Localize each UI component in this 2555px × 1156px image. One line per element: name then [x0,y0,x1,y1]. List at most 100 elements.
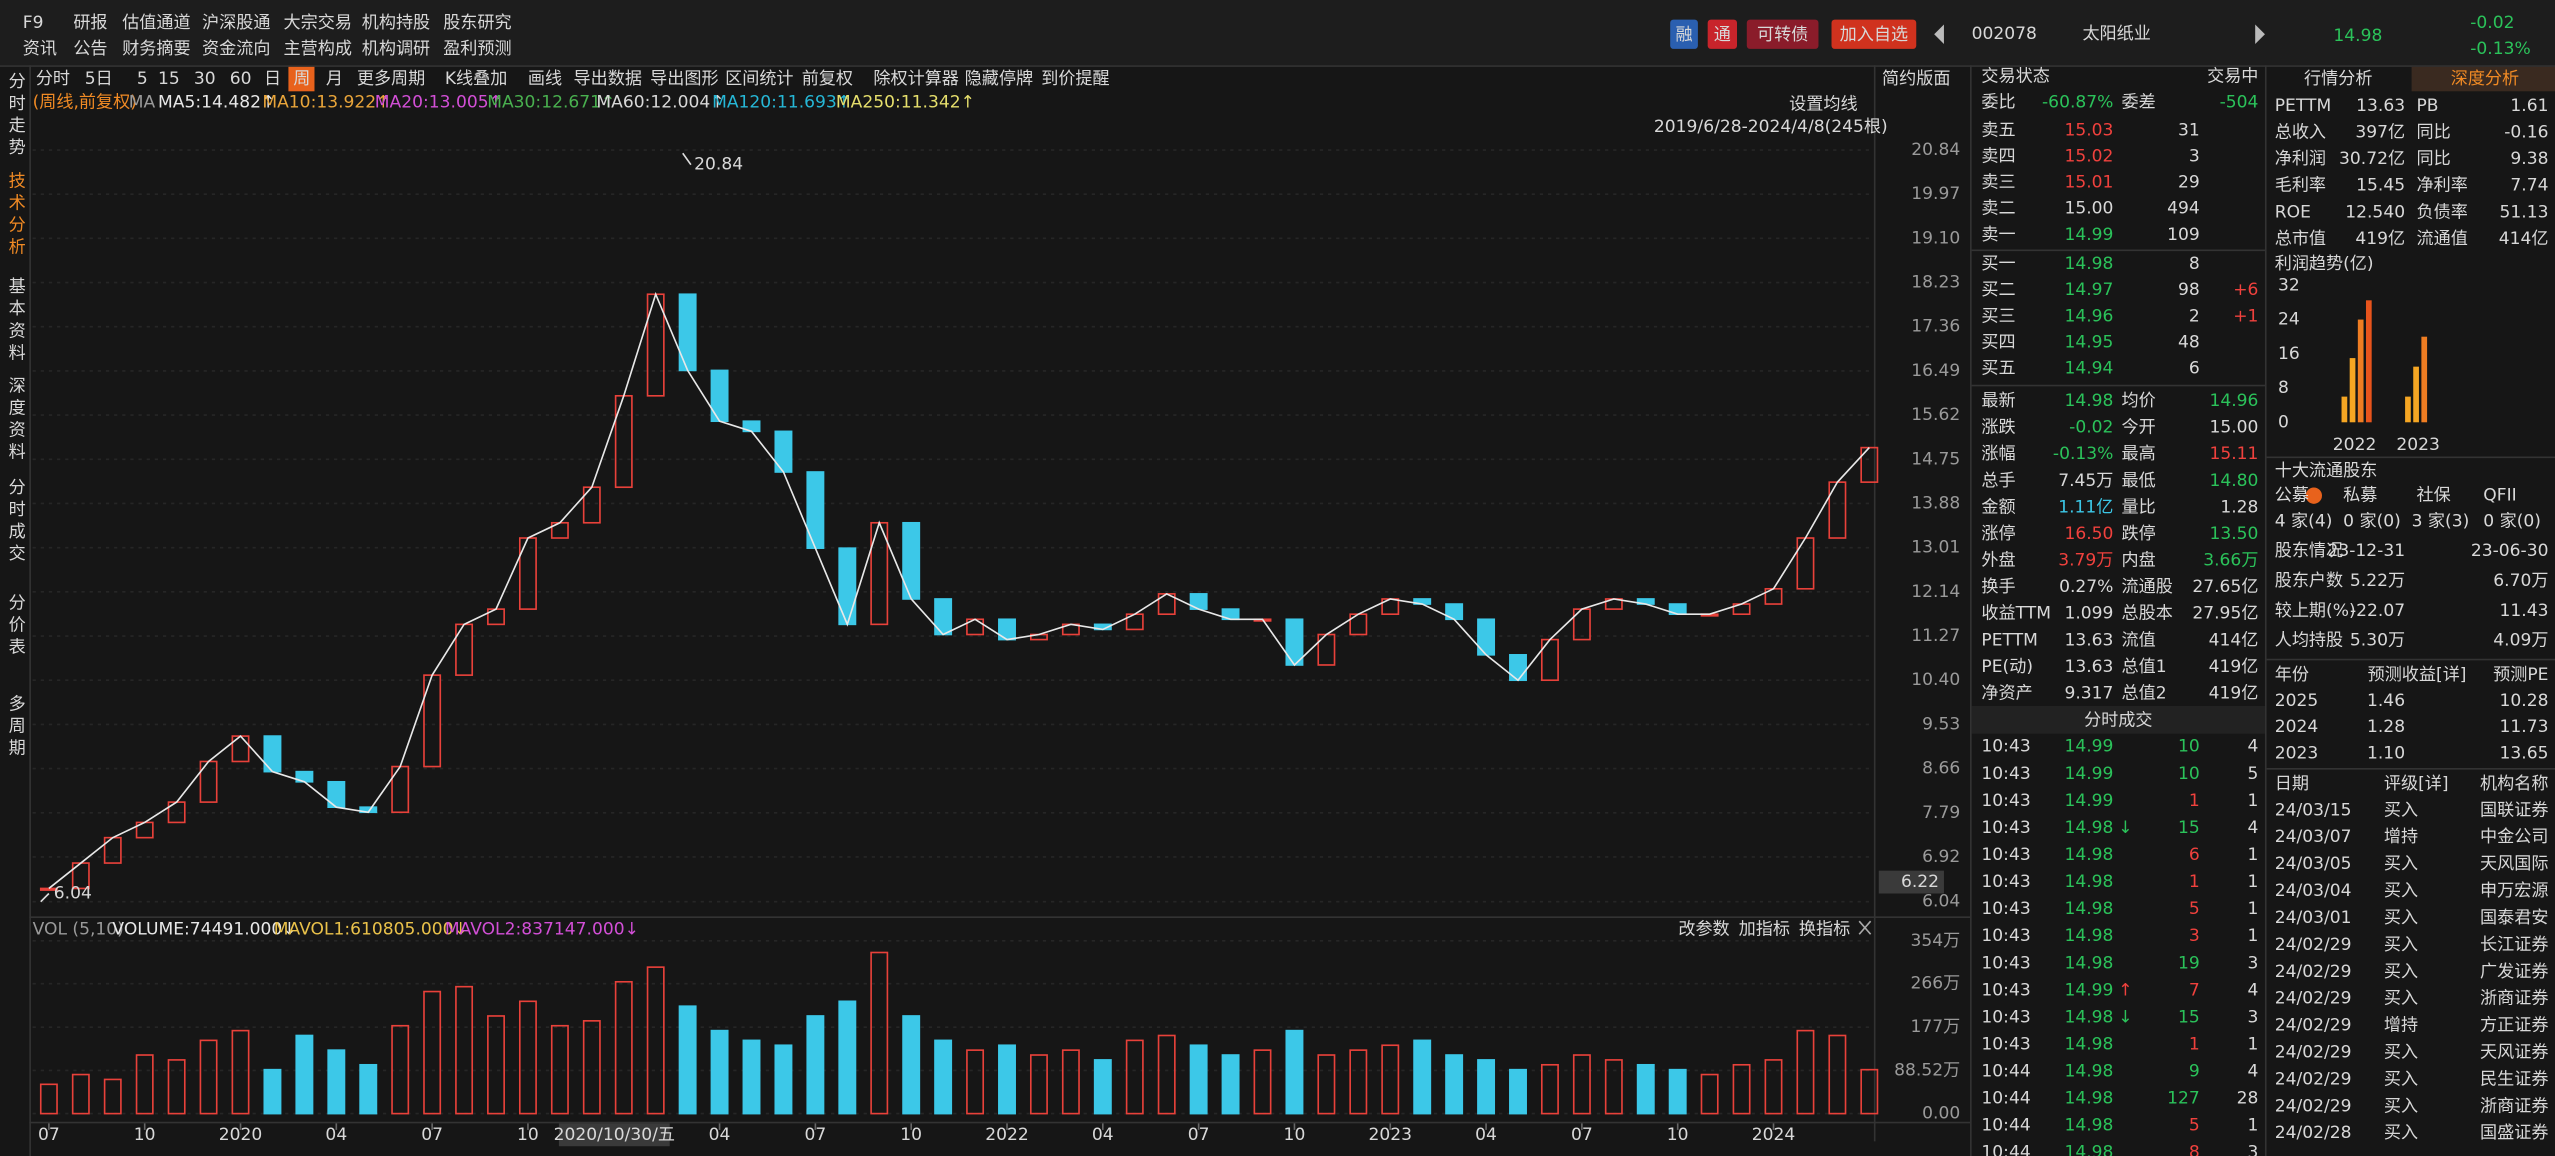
side-nav-item[interactable]: 分时走势 [5,72,26,160]
toolbar-item[interactable]: 到价提醒 [1041,69,1109,89]
profit-bar [2413,366,2419,423]
indicator-button[interactable]: 改参数 [1678,919,1729,939]
volume-bar [455,985,474,1115]
tab[interactable]: 行情分析 [2304,69,2372,89]
badge[interactable]: 加入自选 [1840,25,1908,45]
ma-value: MA250:11.342↑ [836,93,975,113]
badge[interactable]: 可转债 [1757,25,1808,45]
toolbar-item[interactable]: 导出图形 [650,69,718,89]
trade-count: 4 [2248,818,2259,838]
trade-time: 10:44 [1981,1143,2030,1156]
trade-count: 1 [2248,791,2259,811]
next-arrow[interactable] [2255,24,2265,45]
stat-value: 414亿 [2209,630,2259,650]
x-tick-label: 2023 [2396,435,2440,455]
side-nav-item[interactable]: 基本资料 [5,277,26,365]
menu-item[interactable]: 公告 [73,39,107,59]
badge-bg[interactable] [1746,19,1819,49]
y-tick-label: 16 [2278,344,2300,364]
volume-bar [1125,1039,1144,1115]
y-tick-label: 354万 [1910,931,1960,951]
stock-price: 14.98 [2333,26,2382,46]
toolbar-item[interactable]: 5 [137,69,148,89]
trade-time: 10:43 [1981,980,2030,1000]
toolbar-item[interactable]: 前复权 [802,69,853,89]
toolbar-item[interactable]: 5日 [85,69,113,89]
menu-item[interactable]: 机构持股 [362,13,430,33]
trade-volume: 1 [2189,872,2200,892]
indicator-button[interactable]: 换指标 [1799,919,1850,939]
help-icon[interactable] [2305,487,2322,504]
label: 交易状态 [1981,67,2049,87]
stat-value: 15.11 [2209,444,2258,464]
toolbar-item[interactable]: 分时 [36,69,70,89]
menu-item[interactable]: 机构调研 [362,39,430,59]
institution: 国联证券 [2480,800,2548,820]
menu-item[interactable]: 资讯 [23,39,57,59]
holder-type: 公募 [2275,486,2309,506]
x-tick-label: 04 [709,1125,731,1145]
trade-volume: 1 [2189,1034,2200,1054]
badge-bg[interactable] [1707,19,1738,49]
side-nav-item[interactable]: 多周期 [5,695,26,761]
institution: 天风证券 [2480,1042,2548,1062]
trade-price: 14.98 [2064,1034,2113,1054]
tab[interactable]: 深度分析 [2451,69,2519,89]
menu-item[interactable]: 沪深股通 [202,13,270,33]
toolbar-item[interactable]: 导出数据 [574,69,642,89]
table-header: 评级[详] [2384,774,2449,794]
menu-item[interactable]: 股东研究 [443,13,511,33]
badge-bg[interactable] [1670,19,1698,49]
holder-count: 3 家(3) [2412,512,2470,532]
profit-bar [2405,396,2411,423]
layout-button[interactable]: 简约版面 [1882,69,1950,89]
toolbar-item[interactable]: 区间统计 [725,69,793,89]
toolbar-item[interactable]: 30 [194,69,216,89]
metric-label: 净利率 [2416,176,2467,196]
trade-price: 14.98 [2064,926,2113,946]
institution: 广发证券 [2480,962,2548,982]
badge-bg[interactable] [1831,19,1917,49]
institution: 方正证券 [2480,1016,2548,1036]
ask-price: 15.00 [2064,199,2113,219]
menu-item[interactable]: F9 [23,13,44,33]
menu-item[interactable]: 主营构成 [284,39,352,59]
toolbar-item[interactable]: 除权计算器 [873,69,959,89]
menu-item[interactable]: 估值通道 [122,13,190,33]
ma-settings[interactable]: 设置均线 [1789,94,1857,114]
toolbar-item[interactable]: 更多周期 [357,69,425,89]
ask-price: 15.01 [2064,173,2113,193]
side-nav-item[interactable]: 分价表 [5,593,26,659]
holder-type: QFII [2483,486,2516,506]
side-nav-item[interactable]: 技术分析 [5,171,26,259]
prev-arrow[interactable] [1934,24,1944,45]
menu-item[interactable]: 大宗交易 [284,13,352,33]
toolbar-item[interactable]: 月 [326,69,343,89]
toolbar-item[interactable]: 60 [230,69,252,89]
badge[interactable]: 融 [1675,25,1692,45]
toolbar-item[interactable]: 隐藏停牌 [965,69,1033,89]
toolbar-item[interactable]: 15 [158,69,180,89]
holder-value: 6.70万 [2493,571,2548,591]
trade-count: 4 [2248,1062,2259,1082]
stat-label: 最低 [2122,471,2156,491]
toolbar-item[interactable]: 画线 [528,69,562,89]
volume-bar [870,951,889,1115]
menu-item[interactable]: 资金流向 [202,39,270,59]
toolbar-item[interactable]: 日 [264,69,281,89]
side-nav-item[interactable]: 深度资料 [5,377,26,465]
side-nav-item[interactable]: 分时成交 [5,478,26,566]
x-tick-label: 07 [421,1125,443,1145]
trade-count: 3 [2248,953,2259,973]
toolbar-item[interactable]: K线叠加 [445,69,508,89]
rating: 买入 [2384,1123,2418,1143]
menu-item[interactable]: 财务摘要 [122,39,190,59]
menu-item[interactable]: 盈利预测 [443,39,511,59]
toolbar-item[interactable]: 周 [293,69,310,89]
volume-bar [359,1063,378,1115]
indicator-button[interactable]: 加指标 [1739,919,1790,939]
menu-item[interactable]: 研报 [73,13,107,33]
badge[interactable]: 通 [1714,25,1731,45]
close-icon[interactable] [1858,920,1872,935]
ma-value: MA30:12.671↑ [487,93,615,113]
